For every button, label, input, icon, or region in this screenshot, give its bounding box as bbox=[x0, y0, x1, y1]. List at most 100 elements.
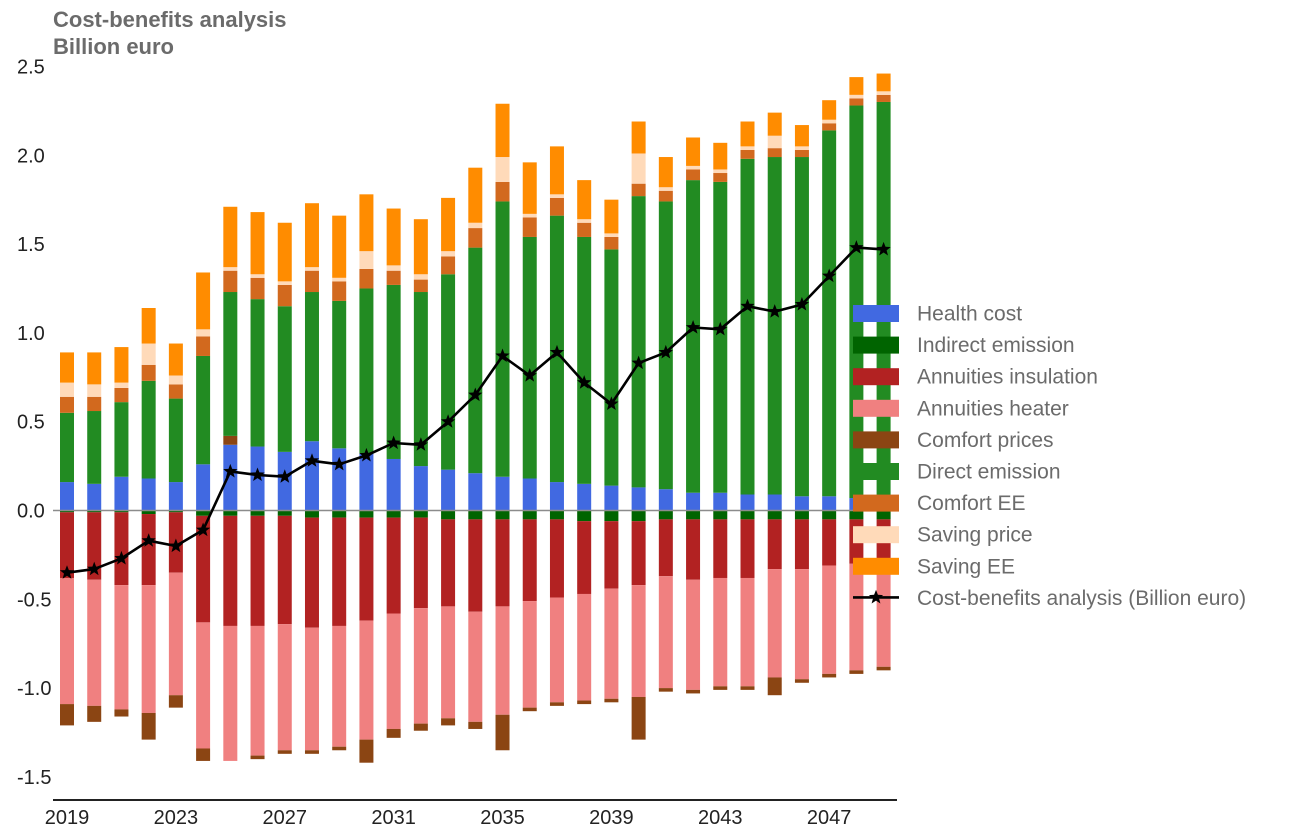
bar-segment bbox=[87, 512, 102, 580]
bar-segment bbox=[495, 181, 510, 202]
bar-segment bbox=[686, 165, 701, 170]
bar-segment bbox=[495, 157, 510, 182]
bar-segment bbox=[713, 577, 728, 687]
bar-segment bbox=[767, 519, 782, 570]
bar-segment bbox=[332, 215, 347, 278]
bar-segment bbox=[141, 380, 156, 479]
y-tick-label: 0.0 bbox=[17, 500, 45, 522]
bar-segment bbox=[876, 666, 891, 671]
bar-segment bbox=[277, 515, 292, 625]
net-line-marker bbox=[413, 437, 428, 451]
bar-segment bbox=[495, 606, 510, 715]
bar-segment bbox=[522, 478, 537, 511]
bar-segment bbox=[495, 519, 510, 607]
y-tick-label: -1.0 bbox=[17, 678, 51, 700]
net-line-marker bbox=[822, 268, 837, 283]
bar-segment bbox=[277, 510, 292, 516]
net-line-marker bbox=[304, 453, 320, 467]
bar-segment bbox=[441, 606, 456, 719]
x-tick-label: 2023 bbox=[154, 807, 199, 829]
bar-segment bbox=[223, 625, 238, 761]
bar-segment bbox=[250, 755, 265, 760]
bar-segment bbox=[495, 103, 510, 158]
bar-segment bbox=[468, 247, 483, 474]
bar-segment bbox=[658, 187, 673, 191]
bar-segment bbox=[767, 135, 782, 149]
bar-segment bbox=[522, 707, 537, 712]
bar-segment bbox=[114, 476, 129, 511]
bar-segment bbox=[740, 149, 755, 159]
bar-segment bbox=[740, 494, 755, 511]
bar-segment bbox=[332, 517, 347, 626]
bar-segment bbox=[631, 510, 646, 522]
bar-segment bbox=[822, 100, 837, 120]
bar-segment bbox=[196, 622, 211, 749]
net-line-marker bbox=[223, 463, 238, 478]
bar-segment bbox=[549, 702, 564, 706]
net-line-marker bbox=[631, 355, 646, 370]
bar-segment bbox=[604, 485, 619, 511]
bar-segment bbox=[604, 521, 619, 589]
bar-segment bbox=[522, 213, 537, 218]
bar-segment bbox=[114, 347, 129, 383]
bar-segment bbox=[386, 458, 401, 511]
bar-segment bbox=[604, 698, 619, 703]
net-line-marker bbox=[794, 297, 810, 311]
bar-segment bbox=[87, 705, 102, 722]
net-line-marker bbox=[440, 414, 456, 428]
net-line-marker bbox=[59, 565, 75, 579]
bar-segment bbox=[332, 281, 347, 301]
bar-segment bbox=[740, 121, 755, 147]
bar-segment bbox=[549, 482, 564, 511]
bar-segment bbox=[631, 153, 646, 184]
bar-segment bbox=[196, 272, 211, 330]
bar-segment bbox=[577, 483, 592, 511]
bar-segment bbox=[386, 208, 401, 266]
legend-swatch bbox=[853, 336, 899, 354]
bar-segment bbox=[441, 256, 456, 275]
net-line-marker bbox=[685, 320, 701, 334]
bar-segment bbox=[740, 158, 755, 495]
bar-segment bbox=[277, 750, 292, 754]
bar-segment bbox=[250, 277, 265, 300]
bar-segment bbox=[359, 517, 374, 621]
bar-segment bbox=[767, 510, 782, 520]
legend-label: Saving EE bbox=[917, 555, 1015, 578]
bar-segment bbox=[114, 387, 129, 403]
bar-segment bbox=[413, 279, 428, 293]
legend-swatch bbox=[853, 557, 899, 575]
bar-segment bbox=[686, 510, 701, 520]
net-line-marker bbox=[767, 304, 782, 318]
net-line-marker bbox=[740, 298, 755, 313]
bar-segment bbox=[740, 686, 755, 690]
bar-segment bbox=[223, 292, 238, 436]
bar-segment bbox=[468, 721, 483, 729]
legend-label: Indirect emission bbox=[917, 334, 1075, 357]
bar-segment bbox=[849, 94, 864, 99]
net-line-marker bbox=[87, 561, 102, 576]
bar-segment bbox=[686, 519, 701, 580]
bar-segment bbox=[359, 620, 374, 740]
bar-segment bbox=[686, 137, 701, 166]
bars-group bbox=[60, 73, 891, 763]
bar-segment bbox=[849, 563, 864, 671]
bar-segment bbox=[849, 98, 864, 106]
bar-segment bbox=[386, 270, 401, 285]
bar-segment bbox=[767, 569, 782, 678]
bar-segment bbox=[60, 482, 74, 511]
bar-segment bbox=[631, 487, 646, 511]
bar-segment bbox=[794, 510, 809, 520]
bar-segment bbox=[767, 112, 782, 136]
bar-segment bbox=[658, 688, 673, 692]
legend-label: Cost-benefits analysis (Billion euro) bbox=[917, 587, 1246, 610]
bar-segment bbox=[114, 585, 129, 710]
bar-segment bbox=[658, 510, 673, 520]
bar-segment bbox=[441, 251, 456, 257]
bar-segment bbox=[876, 561, 891, 667]
bar-segment bbox=[386, 265, 401, 271]
x-tick-label: 2027 bbox=[263, 807, 308, 829]
bar-segment bbox=[196, 355, 211, 465]
bar-segment bbox=[386, 728, 401, 738]
bar-segment bbox=[60, 577, 74, 705]
bar-segment bbox=[713, 169, 728, 174]
